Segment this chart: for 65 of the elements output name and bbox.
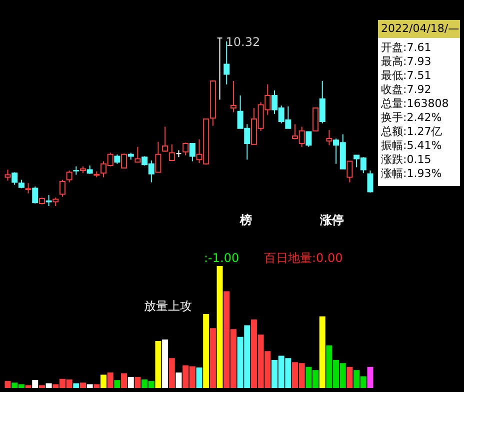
text: 涨幅:1.93%: [381, 167, 442, 180]
candlestick: [114, 154, 120, 164]
candlestick: [162, 126, 168, 152]
candlestick: [182, 142, 189, 156]
candlestick: [230, 80, 236, 113]
text: 总量:163808: [380, 97, 449, 110]
bar: [216, 266, 223, 388]
text: 2022/04/18/—: [381, 22, 460, 35]
candlestick: [319, 80, 326, 124]
text: 总额:1.27亿: [380, 125, 442, 138]
text: 涨停: [319, 213, 344, 227]
candlestick: [306, 131, 312, 148]
bar: [73, 383, 80, 388]
candlestick: [216, 38, 223, 100]
candlestick: [155, 141, 162, 173]
bar: [100, 374, 107, 388]
candlestick: [46, 194, 52, 206]
bar: [176, 372, 182, 388]
candlestick: [66, 170, 72, 183]
bar: [46, 383, 52, 388]
bar: [367, 366, 374, 388]
bar: [319, 316, 326, 388]
candlestick: [168, 144, 175, 161]
bar: [121, 373, 128, 388]
bar: [196, 368, 202, 388]
bar: [107, 372, 114, 388]
bar: [38, 385, 45, 388]
candlestick: [25, 182, 32, 194]
candlestick: [59, 179, 66, 198]
candlestick: [346, 160, 353, 183]
bar: [114, 380, 120, 388]
candlestick: [189, 143, 196, 162]
candlestick: [326, 130, 332, 146]
text: :-1.00: [204, 251, 240, 265]
text: 百日地量:0.00: [264, 251, 343, 265]
bar: [210, 328, 216, 388]
annotation: 10.32: [226, 35, 260, 49]
candlestick: [32, 186, 38, 204]
bar: [94, 384, 100, 388]
text: 振幅:5.41%: [381, 139, 442, 152]
text: 涨跌:0.15: [381, 153, 432, 166]
text: 最低:7.51: [381, 69, 432, 82]
bar: [4, 381, 11, 388]
text: 换手:2.42%: [381, 111, 442, 124]
text: 榜: [239, 213, 252, 227]
bar: [25, 385, 32, 388]
bar: [134, 377, 141, 388]
bar: [162, 339, 168, 388]
bar: [32, 380, 38, 388]
candlestick: [367, 170, 374, 194]
text: 开盘:7.61: [381, 41, 432, 54]
bar: [80, 382, 86, 388]
candlestick: [121, 153, 128, 169]
candlestick: [4, 169, 11, 182]
candlestick: [312, 108, 319, 132]
bar: [155, 341, 162, 388]
bar: [203, 314, 210, 388]
text: 收盘:7.92: [381, 83, 432, 96]
bar: [86, 384, 93, 388]
text: 最高:7.93: [381, 55, 432, 68]
bar: [168, 358, 175, 388]
candlestick: [134, 146, 141, 163]
bar: [128, 377, 134, 388]
annotation: 放量上攻: [144, 299, 192, 313]
bar: [346, 366, 353, 388]
